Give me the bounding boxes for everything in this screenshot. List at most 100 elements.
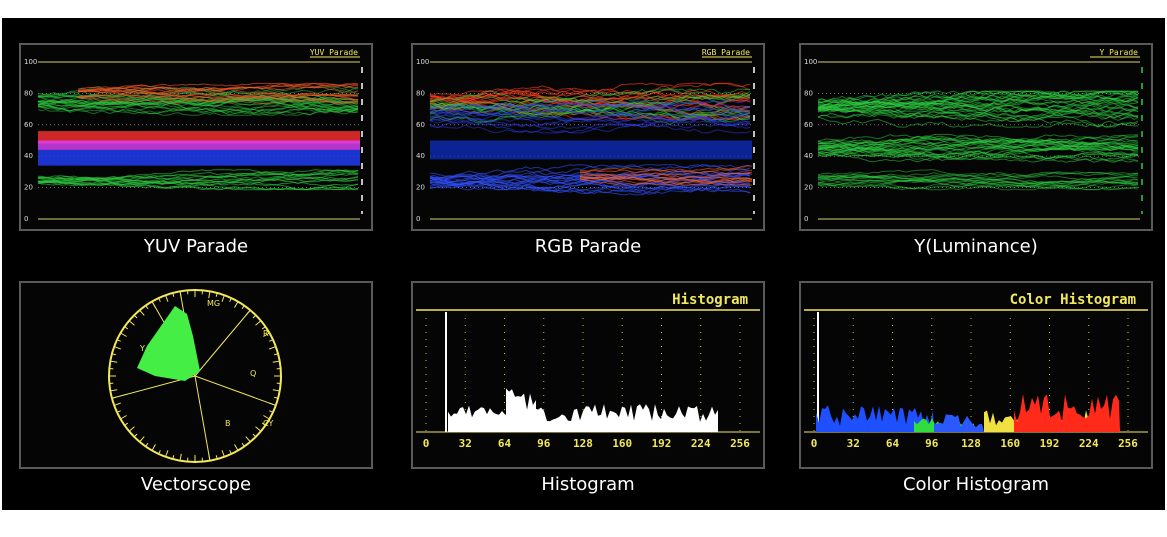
scope-tick — [261, 422, 266, 426]
scope-tick — [263, 332, 270, 337]
scale-label: 0 — [416, 215, 420, 223]
scope-tick — [116, 339, 121, 342]
scope-tick — [165, 450, 169, 457]
scope-tick — [234, 301, 239, 308]
scope-tick — [245, 436, 251, 443]
scope-tick — [255, 426, 262, 432]
scope-tick — [172, 455, 175, 460]
caption: Y(Luminance) — [913, 236, 1038, 257]
scale-label: 0 — [24, 215, 28, 223]
scope-label: Y — [139, 344, 145, 353]
trace — [429, 115, 751, 134]
trace — [817, 183, 1138, 191]
trace — [429, 94, 751, 110]
trace — [37, 169, 359, 184]
scale-label: 80 — [416, 89, 425, 97]
trace — [429, 181, 751, 192]
trace — [77, 91, 359, 101]
scope-tick — [229, 297, 232, 302]
scale-label: 224 — [691, 437, 711, 450]
scope-axis — [194, 309, 251, 377]
trace — [37, 88, 358, 113]
scope-tick — [172, 292, 175, 297]
trace — [817, 95, 1139, 108]
scope-tick — [110, 360, 118, 363]
scale-label: 224 — [1079, 437, 1099, 450]
scope-tick — [255, 320, 262, 326]
caption: Histogram — [541, 474, 634, 495]
histogram-area — [1014, 394, 1120, 432]
scale-label: 60 — [416, 121, 425, 129]
scope-tick — [269, 346, 276, 350]
trace — [77, 92, 359, 101]
scope-tick — [272, 389, 280, 392]
band — [38, 140, 360, 150]
scope-label: R — [263, 329, 269, 338]
trace — [817, 97, 1138, 114]
scale-label: 192 — [652, 437, 672, 450]
scope-axis — [194, 375, 211, 461]
band — [430, 140, 752, 160]
trace — [429, 106, 751, 121]
scope-tick — [114, 402, 121, 406]
trace — [429, 108, 751, 122]
screen-label: RGB Parade — [702, 48, 750, 57]
scale-label: 96 — [925, 437, 939, 450]
scope-tick — [274, 396, 279, 399]
scope-tick — [208, 291, 211, 299]
scope-tick — [263, 415, 270, 420]
trace — [817, 106, 1139, 118]
trace — [429, 119, 751, 134]
scale-label: 128 — [961, 437, 981, 450]
trace — [429, 113, 751, 127]
scope-label: B — [225, 419, 231, 428]
trace — [817, 90, 1139, 111]
scope-tick — [110, 389, 118, 392]
scale-label: 80 — [24, 89, 33, 97]
scope-tick — [215, 455, 218, 460]
scale-label: 160 — [1000, 437, 1020, 450]
scale-label: 60 — [804, 121, 813, 129]
scale-label: 256 — [730, 437, 750, 450]
screen-label: YUV Parade — [310, 48, 358, 57]
scope-tick — [151, 444, 156, 451]
caption: YUV Parade — [143, 236, 248, 257]
scale-label: 64 — [498, 437, 512, 450]
trace — [579, 175, 753, 185]
trace — [77, 90, 359, 100]
scope-tick — [221, 450, 225, 457]
trace — [817, 147, 1139, 161]
scope-tick — [221, 295, 225, 302]
scale-label: 20 — [416, 184, 425, 192]
scale-label: 32 — [459, 437, 472, 450]
scale-label: 100 — [804, 58, 817, 66]
scale-label: 0 — [423, 437, 430, 450]
scope-tick — [133, 314, 138, 319]
trace — [817, 147, 1139, 163]
trace — [817, 108, 1139, 127]
scope-tick — [241, 442, 245, 447]
scope-tick — [234, 444, 239, 451]
scale-label: 80 — [804, 89, 813, 97]
scope-tick — [272, 360, 280, 363]
scope-axis — [194, 375, 276, 406]
trace — [37, 98, 359, 116]
scope-tick — [139, 436, 145, 443]
screen-label: Y Parade — [1099, 48, 1138, 57]
trace — [817, 94, 1139, 111]
band — [38, 149, 360, 166]
trace — [817, 134, 1139, 149]
trace — [579, 165, 753, 174]
scope-tick — [252, 314, 257, 319]
trace — [817, 116, 1139, 128]
monitor — [799, 281, 1153, 469]
scale-label: 60 — [24, 121, 33, 129]
scope-tick — [261, 326, 266, 330]
trace — [817, 135, 1139, 150]
scope-tick — [158, 297, 161, 302]
trace — [429, 88, 751, 104]
scope-tick — [116, 410, 121, 413]
trace — [817, 90, 1139, 110]
scope-tick — [158, 450, 161, 455]
